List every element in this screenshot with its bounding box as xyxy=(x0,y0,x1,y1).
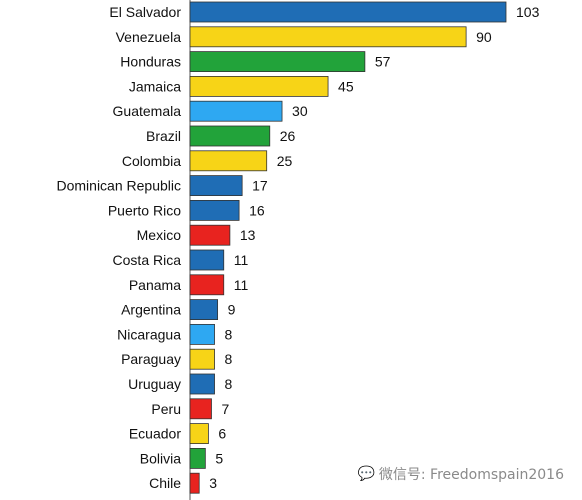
value-label: 90 xyxy=(476,29,492,45)
category-label: Ecuador xyxy=(129,426,181,442)
bar-honduras xyxy=(189,51,366,72)
category-label: Dominican Republic xyxy=(56,178,181,194)
bar-puerto-rico xyxy=(189,199,240,221)
value-label: 9 xyxy=(228,302,236,318)
category-label: Uruguay xyxy=(128,376,181,392)
category-label: Chile xyxy=(149,475,181,491)
bar-colombia xyxy=(189,150,268,172)
bar-nicaragua xyxy=(189,323,215,345)
value-label: 11 xyxy=(234,252,249,268)
category-label: Bolivia xyxy=(140,450,181,466)
bar-mexico xyxy=(189,224,231,246)
bar-chile xyxy=(189,472,200,494)
bar-bolivia xyxy=(189,447,206,469)
bar-el-salvador xyxy=(189,1,507,23)
value-label: 45 xyxy=(338,78,354,94)
bar-costa-rica xyxy=(189,249,225,271)
value-label: 16 xyxy=(249,202,265,218)
value-label: 6 xyxy=(218,426,226,442)
category-label: Costa Rica xyxy=(113,252,182,268)
bar-uruguay xyxy=(189,373,215,395)
category-label: Paraguay xyxy=(121,351,181,367)
category-label: Guatemala xyxy=(113,103,182,119)
category-label: Nicaragua xyxy=(117,326,181,342)
bar-guatemala xyxy=(189,100,283,122)
category-label: Brazil xyxy=(146,128,181,144)
bar-jamaica xyxy=(189,76,329,97)
value-label: 26 xyxy=(280,128,296,144)
category-label: Jamaica xyxy=(129,78,181,94)
bar-paraguay xyxy=(189,348,215,370)
category-label: Panama xyxy=(129,277,181,293)
value-label: 7 xyxy=(221,401,229,417)
value-label: 57 xyxy=(375,54,391,70)
category-label: Peru xyxy=(151,401,181,417)
watermark-text: 微信号: Freedomspain2016 xyxy=(378,467,564,483)
value-label: 11 xyxy=(234,277,249,293)
value-label: 3 xyxy=(209,475,217,491)
bar-dominican-republic xyxy=(189,175,243,197)
category-label: Mexico xyxy=(137,227,182,243)
bar-ecuador xyxy=(189,423,209,445)
value-label: 13 xyxy=(240,227,256,243)
value-label: 103 xyxy=(516,4,540,20)
bar-panama xyxy=(189,274,225,296)
value-label: 25 xyxy=(277,153,293,169)
bar-peru xyxy=(189,398,212,420)
wechat-icon: 💬 xyxy=(357,466,375,482)
value-label: 8 xyxy=(225,326,233,342)
value-label: 5 xyxy=(215,450,223,466)
category-label: Argentina xyxy=(121,302,181,318)
bar-venezuela xyxy=(189,26,467,48)
value-label: 17 xyxy=(252,178,268,194)
watermark: 💬 微信号: Freedomspain2016 xyxy=(357,464,564,484)
value-label: 8 xyxy=(225,351,233,367)
category-label: Venezuela xyxy=(116,29,182,45)
category-label: Honduras xyxy=(120,54,181,70)
category-label: El Salvador xyxy=(109,4,181,20)
value-label: 8 xyxy=(225,376,233,392)
value-label: 30 xyxy=(292,103,308,119)
bar-argentina xyxy=(189,299,219,321)
bar-brazil xyxy=(189,125,271,147)
category-label: Colombia xyxy=(122,153,181,169)
category-label: Puerto Rico xyxy=(108,202,181,218)
